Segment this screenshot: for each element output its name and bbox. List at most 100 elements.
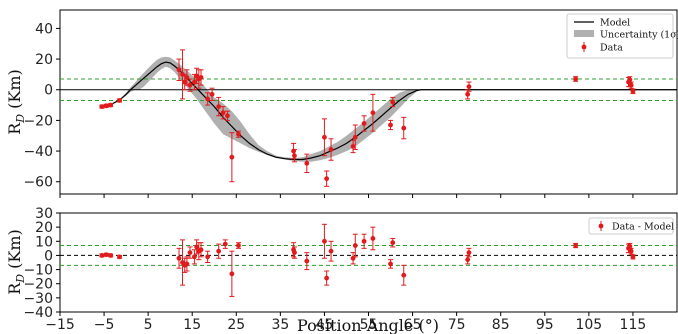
bottom-data-point-37 (630, 254, 636, 260)
bottom-data-marker-31 (465, 257, 471, 263)
top-data-point-3 (116, 98, 122, 103)
top-data-marker-19 (236, 131, 241, 137)
top-x-axis-ticks (59, 194, 634, 198)
top-data-marker-22 (304, 160, 310, 166)
top-data-point-38 (628, 81, 634, 89)
top-ytick-label-3: −20 (23, 113, 53, 129)
bottom-ytick-label-1: 20 (35, 220, 53, 236)
bottom-data-point-19 (291, 246, 297, 259)
bottom-data-point-9 (191, 249, 197, 265)
bottom-ytick-label-7: −40 (23, 305, 53, 321)
top-data-marker-39 (630, 88, 636, 94)
top-data-point-4 (176, 58, 182, 82)
bottom-plot-frame (59, 212, 678, 313)
bottom-data-marker-23 (328, 248, 334, 254)
top-data-point-0 (99, 104, 105, 109)
bottom-xtick-label-10: 85 (492, 317, 510, 333)
bottom-data-point-0 (99, 253, 105, 258)
bottom-data-point-13 (205, 250, 211, 263)
top-data-marker-2 (108, 102, 114, 108)
bottom-xtick-label-6: 45 (316, 317, 334, 333)
top-ytick-label-2: 0 (44, 83, 53, 99)
top-data-marker-13 (205, 96, 211, 102)
bottom-data-point-24 (350, 252, 356, 265)
top-data-marker-21 (292, 153, 297, 159)
top-data-marker-12 (198, 75, 204, 80)
top-data-point-30 (388, 119, 394, 131)
legend-band-swatch (574, 30, 594, 37)
bottom-xtick-label-11: 95 (536, 317, 554, 333)
legend-residual-marker (598, 223, 604, 229)
bottom-ytick-label-6: −30 (23, 291, 53, 307)
bottom-ytick-label-2: 10 (35, 234, 53, 250)
top-ytick-label-0: 40 (35, 21, 53, 37)
bottom-data-point-3 (116, 254, 122, 260)
bottom-data-marker-17 (236, 243, 241, 248)
top-data-point-12 (198, 69, 204, 86)
bottom-data-marker-32 (466, 250, 472, 256)
bottom-data-marker-19 (292, 250, 297, 256)
top-data-point-15 (216, 96, 222, 117)
bottom-data-point-36 (628, 247, 634, 255)
top-data-marker-18 (229, 154, 235, 160)
top-ylabel-sub: D (14, 114, 27, 124)
bottom-xtick-label-4: 25 (227, 317, 245, 333)
top-data-marker-28 (361, 121, 367, 126)
bottom-xtick-label-2: 5 (144, 317, 153, 333)
bottom-data-point-27 (370, 226, 376, 251)
bottom-data-marker-16 (229, 271, 235, 277)
top-data-points (99, 49, 636, 187)
top-data-marker-34 (466, 84, 472, 90)
top-ylabel-main: R (5, 122, 24, 135)
top-data-marker-32 (401, 125, 407, 131)
bottom-data-point-1 (103, 252, 109, 258)
legend-model-label: Model (600, 18, 630, 29)
top-data-marker-0 (99, 104, 105, 109)
bottom-data-marker-14 (216, 248, 222, 254)
top-data-point-1 (103, 103, 109, 109)
bottom-data-point-21 (321, 223, 327, 259)
top-data-point-22 (304, 153, 310, 174)
bottom-data-point-2 (108, 253, 114, 258)
bottom-data-point-26 (361, 233, 367, 249)
top-y-axis: 40 20 0 −20 −40 −60 (23, 21, 60, 191)
bottom-data-marker-3 (117, 254, 122, 260)
top-data-point-34 (466, 81, 472, 92)
bottom-data-point-8 (187, 246, 193, 259)
bottom-data-point-33 (573, 242, 579, 249)
top-data-marker-6 (182, 79, 188, 85)
top-panel: 40 20 0 −20 −40 −60 RD (Km) ModelUncertainty … (5, 9, 678, 198)
bottom-data-point-15 (222, 239, 228, 249)
bottom-data-point-23 (328, 240, 334, 262)
bottom-data-marker-27 (370, 236, 376, 241)
legend-data-label: Data (600, 43, 623, 54)
top-data-marker-1 (103, 103, 109, 109)
top-data-point-24 (324, 170, 330, 187)
top-y-axis-label: RD (Km) (5, 69, 27, 135)
top-data-point-19 (235, 130, 241, 138)
top-data-marker-33 (465, 91, 471, 97)
legend-residual-label: Data - Model (612, 222, 674, 233)
bottom-data-marker-4 (176, 255, 182, 261)
top-data-point-31 (390, 96, 396, 108)
top-data-marker-27 (352, 134, 358, 140)
bottom-data-point-30 (401, 264, 407, 286)
bottom-legend-box (588, 217, 674, 235)
x-axis-label: Position Angle (°) (297, 316, 439, 334)
bottom-x-axis: −15 −5 5 15 25 35 45 55 65 75 85 95 105 115 (45, 312, 646, 333)
bottom-data-marker-33 (573, 243, 579, 248)
bottom-data-point-17 (235, 242, 241, 249)
bottom-data-marker-13 (205, 254, 211, 260)
bottom-ylabel-unit: (Km) (5, 229, 24, 274)
bottom-ytick-label-4: −10 (23, 263, 53, 279)
top-data-marker-35 (573, 76, 579, 82)
bottom-data-marker-21 (322, 238, 327, 244)
bottom-data-point-4 (176, 247, 182, 269)
bottom-xtick-label-7: 55 (360, 317, 378, 333)
top-data-marker-25 (328, 147, 334, 152)
top-data-marker-8 (187, 82, 193, 88)
top-data-marker-37 (627, 77, 633, 83)
bottom-data-point-35 (627, 242, 633, 250)
